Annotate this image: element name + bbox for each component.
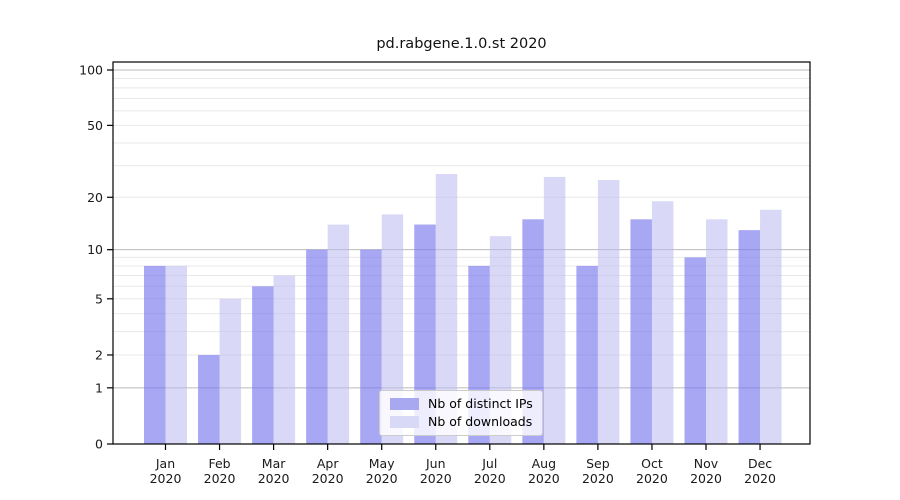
x-tick-label-month-mar: Mar — [262, 456, 286, 471]
bar-downloads-jan — [165, 265, 187, 444]
legend-label-downloads: Nb of downloads — [428, 413, 533, 429]
bar-distinct-ips-may — [360, 249, 382, 444]
x-tick-label-year-jun: 2020 — [420, 471, 452, 486]
y-tick-label-0: 0 — [95, 437, 103, 452]
y-tick-label-50: 50 — [87, 118, 103, 133]
x-tick-label-year-dec: 2020 — [744, 471, 776, 486]
x-tick-label-year-sep: 2020 — [582, 471, 614, 486]
x-tick-label-month-jun: Jun — [425, 456, 446, 471]
bar-downloads-oct — [651, 201, 674, 444]
x-tick-label-year-aug: 2020 — [528, 471, 560, 486]
bar-distinct-ips-dec — [738, 230, 761, 444]
bar-downloads-nov — [706, 219, 728, 444]
chart-title: pd.rabgene.1.0.st 2020 — [376, 36, 547, 52]
y-tick-label-20: 20 — [87, 190, 103, 205]
bar-distinct-ips-sep — [576, 265, 598, 444]
legend-swatch-downloads — [390, 415, 419, 428]
bar-downloads-feb — [219, 298, 242, 444]
x-tick-label-month-oct: Oct — [641, 456, 663, 471]
x-tick-label-month-jul: Jul — [481, 456, 497, 471]
y-tick-label-1: 1 — [95, 380, 103, 395]
x-tick-label-year-mar: 2020 — [258, 471, 290, 486]
bar-distinct-ips-jan — [144, 265, 166, 444]
x-tick-label-month-jan: Jan — [155, 456, 175, 471]
bar-downloads-dec — [760, 209, 782, 444]
x-tick-label-year-jul: 2020 — [474, 471, 506, 486]
x-tick-label-month-apr: Apr — [317, 456, 339, 471]
bar-distinct-ips-mar — [252, 286, 274, 444]
x-tick-label-year-feb: 2020 — [204, 471, 236, 486]
x-tick-label-month-may: May — [369, 456, 395, 471]
x-tick-label-month-feb: Feb — [208, 456, 230, 471]
legend-swatch-distinct-ips — [390, 398, 419, 411]
x-tick-label-month-sep: Sep — [586, 456, 610, 471]
x-tick-label-year-oct: 2020 — [636, 471, 668, 486]
bar-distinct-ips-jun — [414, 224, 436, 444]
y-tick-label-10: 10 — [87, 242, 103, 257]
x-tick-label-year-jan: 2020 — [150, 471, 182, 486]
legend: Nb of distinct IPs Nb of downloads — [379, 390, 543, 436]
x-tick-label-year-may: 2020 — [366, 471, 398, 486]
bar-downloads-aug — [543, 176, 566, 445]
bar-distinct-ips-oct — [630, 219, 652, 444]
y-tick-label-5: 5 — [95, 291, 103, 306]
bar-downloads-sep — [597, 179, 620, 445]
plot-border — [112, 61, 811, 445]
bar-distinct-ips-apr — [306, 249, 328, 444]
bar-distinct-ips-aug — [522, 219, 544, 444]
x-tick-label-year-nov: 2020 — [690, 471, 722, 486]
bar-downloads-may — [381, 214, 404, 444]
y-tick-label-2: 2 — [95, 347, 103, 362]
legend-item-downloads: Nb of downloads — [390, 413, 534, 429]
x-tick-label-month-aug: Aug — [532, 456, 556, 471]
y-tick-label-100: 100 — [79, 63, 103, 78]
legend-label-distinct-ips: Nb of distinct IPs — [428, 396, 533, 411]
x-tick-label-month-dec: Dec — [748, 456, 772, 471]
x-tick-label-month-nov: Nov — [694, 456, 719, 471]
bar-downloads-apr — [327, 224, 350, 444]
bar-downloads-jun — [435, 173, 458, 444]
bar-distinct-ips-nov — [684, 257, 706, 444]
x-tick-label-year-apr: 2020 — [312, 471, 344, 486]
bar-distinct-ips-feb — [198, 354, 220, 444]
legend-item-distinct-ips: Nb of distinct IPs — [390, 396, 534, 411]
bar-downloads-mar — [273, 275, 296, 444]
